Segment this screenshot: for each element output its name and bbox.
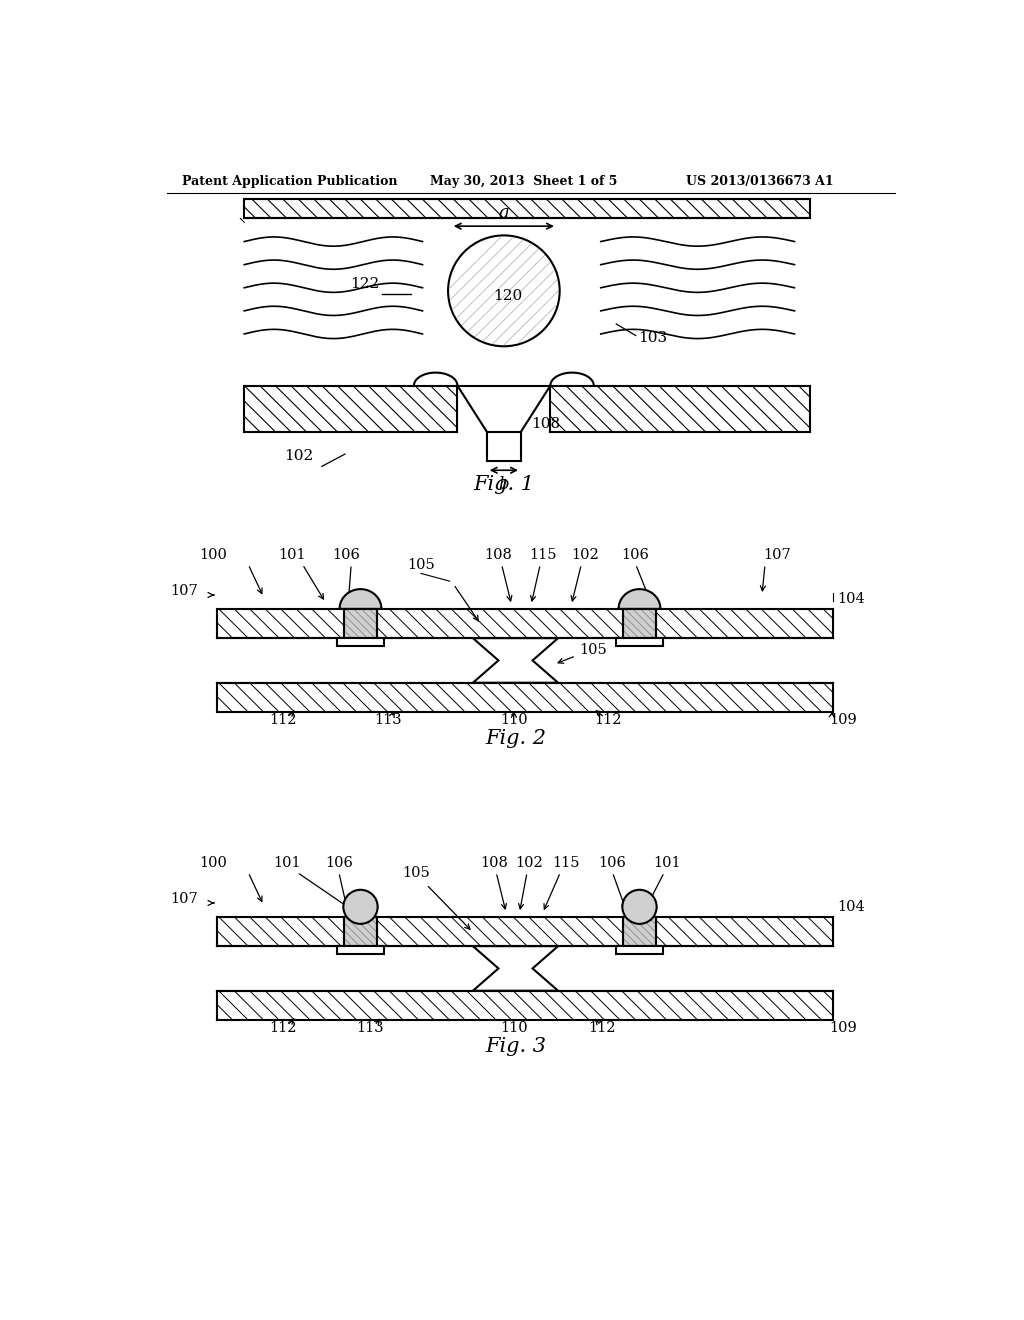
- FancyBboxPatch shape: [217, 682, 834, 711]
- FancyBboxPatch shape: [217, 991, 834, 1020]
- Circle shape: [343, 890, 378, 924]
- Text: 104: 104: [838, 591, 865, 606]
- Text: 112: 112: [595, 713, 623, 726]
- FancyBboxPatch shape: [624, 609, 655, 638]
- Text: 106: 106: [598, 855, 627, 870]
- Text: 101: 101: [273, 855, 301, 870]
- FancyBboxPatch shape: [337, 946, 384, 954]
- Circle shape: [623, 890, 656, 924]
- Text: 108: 108: [484, 548, 512, 562]
- FancyBboxPatch shape: [217, 609, 834, 638]
- FancyBboxPatch shape: [624, 917, 655, 946]
- Polygon shape: [473, 946, 558, 991]
- Text: US 2013/0136673 A1: US 2013/0136673 A1: [686, 176, 834, 189]
- FancyBboxPatch shape: [550, 385, 810, 432]
- FancyBboxPatch shape: [337, 638, 384, 645]
- FancyBboxPatch shape: [344, 609, 377, 638]
- Text: 101: 101: [279, 548, 306, 562]
- Text: 105: 105: [579, 643, 607, 657]
- Text: 102: 102: [515, 855, 544, 870]
- Text: 103: 103: [638, 331, 667, 345]
- Text: 102: 102: [284, 449, 313, 463]
- Text: 106: 106: [333, 548, 360, 562]
- FancyBboxPatch shape: [624, 917, 655, 946]
- Polygon shape: [473, 638, 558, 682]
- Text: May 30, 2013  Sheet 1 of 5: May 30, 2013 Sheet 1 of 5: [430, 176, 617, 189]
- FancyBboxPatch shape: [245, 199, 810, 219]
- Text: 105: 105: [402, 866, 430, 880]
- Text: Fig. 3: Fig. 3: [485, 1038, 546, 1056]
- Text: 113: 113: [374, 713, 401, 726]
- Text: Fig. 1: Fig. 1: [473, 474, 535, 494]
- Text: 109: 109: [829, 713, 857, 726]
- Text: Fig. 2: Fig. 2: [485, 730, 546, 748]
- Text: 113: 113: [356, 1020, 384, 1035]
- Text: 107: 107: [170, 892, 198, 906]
- Text: 110: 110: [500, 1020, 527, 1035]
- Text: 104: 104: [838, 900, 865, 913]
- Text: 100: 100: [200, 855, 227, 870]
- Polygon shape: [618, 589, 660, 609]
- Polygon shape: [340, 589, 381, 609]
- Text: b: b: [499, 475, 509, 492]
- Text: 112: 112: [589, 1020, 616, 1035]
- Text: 105: 105: [408, 558, 435, 572]
- Text: 108: 108: [531, 417, 560, 430]
- Text: Patent Application Publication: Patent Application Publication: [182, 176, 397, 189]
- Text: 100: 100: [200, 548, 227, 562]
- Text: 107: 107: [170, 583, 198, 598]
- Text: a: a: [499, 203, 509, 222]
- Text: 101: 101: [653, 855, 680, 870]
- Text: 112: 112: [269, 1020, 297, 1035]
- Text: 122: 122: [350, 277, 379, 290]
- Text: 102: 102: [571, 548, 599, 562]
- FancyBboxPatch shape: [344, 917, 377, 946]
- Circle shape: [449, 235, 560, 346]
- FancyBboxPatch shape: [616, 946, 663, 954]
- FancyBboxPatch shape: [344, 917, 377, 946]
- Text: 106: 106: [325, 855, 352, 870]
- Text: 106: 106: [622, 548, 649, 562]
- FancyBboxPatch shape: [616, 638, 663, 645]
- Text: 109: 109: [829, 1020, 857, 1035]
- Text: 108: 108: [480, 855, 508, 870]
- Text: 115: 115: [528, 548, 556, 562]
- FancyBboxPatch shape: [344, 609, 377, 638]
- FancyBboxPatch shape: [217, 917, 834, 946]
- Text: 115: 115: [552, 855, 580, 870]
- Text: 107: 107: [764, 548, 792, 562]
- FancyBboxPatch shape: [245, 385, 458, 432]
- FancyBboxPatch shape: [624, 609, 655, 638]
- Text: 112: 112: [269, 713, 297, 726]
- Text: 110: 110: [500, 713, 527, 726]
- Text: 120: 120: [494, 289, 522, 304]
